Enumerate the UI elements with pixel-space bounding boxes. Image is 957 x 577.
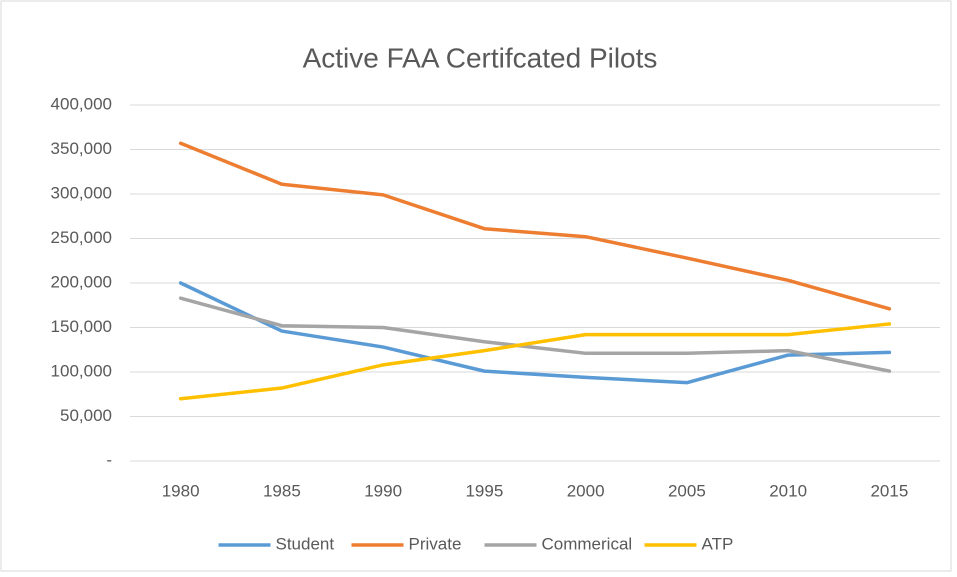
y-tick-label: 100,000 [51, 361, 112, 380]
series-line [178, 296, 892, 373]
legend-label: Private [409, 534, 462, 553]
x-tick-label: 1980 [162, 481, 200, 500]
x-tick-label: 1995 [465, 481, 503, 500]
y-tick-label: - [106, 450, 112, 469]
series-line [178, 281, 892, 385]
x-tick-label: 2010 [769, 481, 807, 500]
x-tick-label: 2000 [567, 481, 605, 500]
x-tick-label: 1985 [263, 481, 301, 500]
y-tick-label: 250,000 [51, 228, 112, 247]
series-line [178, 141, 892, 311]
y-tick-label: 300,000 [51, 183, 112, 202]
y-tick-label: 200,000 [51, 272, 112, 291]
x-tick-label: 1990 [364, 481, 402, 500]
series-line [178, 322, 892, 401]
y-tick-label: 50,000 [60, 406, 112, 425]
chart-title: Active FAA Certifcated Pilots [303, 42, 658, 73]
legend-label: ATP [702, 534, 734, 553]
y-tick-label: 350,000 [51, 139, 112, 158]
y-tick-label: 150,000 [51, 317, 112, 336]
x-tick-label: 2015 [870, 481, 908, 500]
legend-label: Student [276, 534, 335, 553]
y-tick-label: 400,000 [51, 94, 112, 113]
legend-label: Commerical [542, 534, 633, 553]
x-tick-label: 2005 [668, 481, 706, 500]
